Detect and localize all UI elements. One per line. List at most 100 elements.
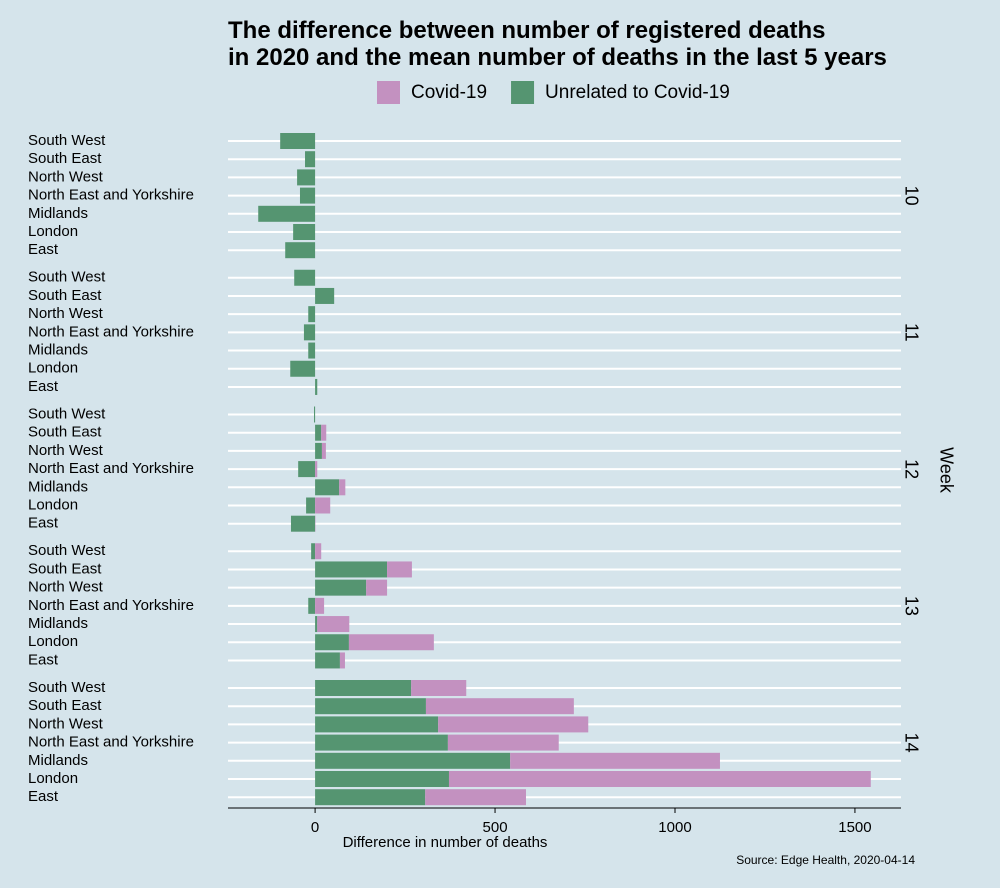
category-label: Midlands (28, 342, 88, 359)
x-tick-label: 1000 (658, 819, 691, 836)
bar (438, 716, 589, 733)
category-label: North West (28, 715, 104, 732)
category-label: South East (28, 560, 102, 577)
category-label: North West (28, 305, 104, 322)
x-axis-label: Difference in number of deaths (343, 834, 548, 851)
bar (315, 652, 340, 669)
bar (339, 479, 346, 496)
category-label: North West (28, 168, 104, 185)
facet-title: Week (936, 447, 956, 494)
category-label: North East and Yorkshire (28, 734, 194, 751)
category-label: London (28, 496, 78, 513)
bar (315, 442, 322, 459)
x-tick-label: 500 (483, 819, 508, 836)
category-label: East (28, 515, 59, 532)
bar (311, 543, 316, 560)
legend-swatch (377, 81, 400, 104)
category-label: South East (28, 424, 102, 441)
bar (258, 205, 316, 222)
bar (290, 360, 316, 377)
source-note: Source: Edge Health, 2020-04-14 (736, 853, 915, 867)
category-label: London (28, 223, 78, 240)
category-label: North West (28, 442, 104, 459)
x-tick-label: 0 (311, 819, 319, 836)
bar (315, 543, 322, 560)
category-label: Midlands (28, 615, 88, 632)
bar (348, 634, 434, 651)
facet-label: 10 (901, 186, 921, 206)
legend-swatch (511, 81, 535, 104)
bar (308, 597, 316, 614)
facet-label: 14 (901, 733, 921, 753)
category-label: North East and Yorkshire (28, 597, 194, 614)
category-label: Midlands (28, 752, 88, 769)
bar (315, 616, 318, 633)
chart-title: The difference between number of registe… (228, 17, 887, 71)
category-label: North East and Yorkshire (28, 460, 194, 477)
bar (297, 169, 316, 186)
bar (290, 515, 316, 532)
bar (299, 187, 316, 204)
bar (315, 597, 325, 614)
bar (387, 561, 412, 578)
category-label: South West (28, 542, 106, 559)
bar (293, 224, 316, 240)
bar (314, 406, 316, 423)
x-tick-label: 1500 (838, 819, 871, 836)
bar (339, 652, 345, 669)
bar (315, 424, 322, 441)
bar (280, 133, 316, 149)
bar (425, 789, 526, 806)
bar (510, 752, 720, 769)
category-label: South West (28, 679, 106, 696)
bar (298, 461, 316, 478)
category-label: Midlands (28, 478, 88, 495)
bar (315, 771, 449, 787)
bar (294, 269, 316, 286)
category-label: East (28, 378, 59, 395)
bar (315, 561, 388, 578)
bar (315, 734, 448, 751)
bar (315, 789, 426, 806)
bar (315, 716, 439, 733)
bar (315, 634, 349, 651)
category-label: North West (28, 579, 104, 596)
bar (315, 752, 511, 769)
facet-label: 13 (901, 596, 921, 616)
facet-label: 12 (901, 459, 921, 479)
category-label: South East (28, 697, 102, 714)
bar (321, 442, 326, 459)
bar (366, 579, 388, 596)
category-label: London (28, 770, 78, 787)
bar (317, 616, 350, 633)
category-label: South West (28, 269, 106, 286)
facet-label: 11 (901, 323, 921, 342)
bar (305, 151, 316, 168)
category-label: South East (28, 287, 102, 304)
category-label: South East (28, 150, 102, 167)
category-label: London (28, 633, 78, 650)
bar (315, 479, 340, 496)
bar (321, 424, 327, 441)
category-label: South West (28, 132, 106, 149)
bar (285, 242, 316, 259)
category-label: North East and Yorkshire (28, 187, 194, 204)
bar (411, 680, 467, 696)
bar (448, 771, 871, 787)
bar (315, 378, 318, 395)
bar (425, 698, 574, 715)
category-label: South West (28, 405, 106, 422)
category-label: London (28, 360, 78, 377)
bar (308, 342, 316, 359)
category-label: Midlands (28, 205, 88, 222)
category-label: East (28, 788, 59, 805)
bar (315, 461, 318, 478)
bar (306, 497, 316, 514)
bar (303, 324, 316, 341)
bar (308, 306, 316, 323)
bar (315, 497, 331, 514)
bar (315, 287, 335, 304)
legend-label: Covid-19 (411, 82, 487, 103)
legend-label: Unrelated to Covid-19 (545, 82, 730, 103)
